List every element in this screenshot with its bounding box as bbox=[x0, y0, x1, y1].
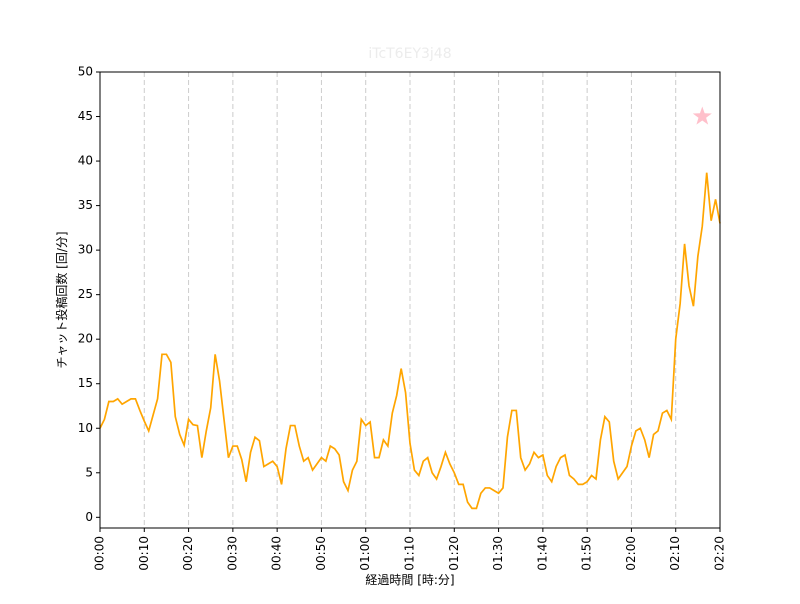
y-tick-label: 10 bbox=[78, 421, 93, 435]
y-tick-label: 40 bbox=[78, 154, 93, 168]
y-tick-label: 30 bbox=[78, 243, 93, 257]
y-tick-label: 15 bbox=[78, 376, 93, 390]
y-tick-label: 35 bbox=[78, 198, 93, 212]
x-tick-label: 00:10 bbox=[137, 536, 151, 571]
y-tick-label: 50 bbox=[78, 65, 93, 79]
x-tick-label: 01:30 bbox=[491, 536, 505, 571]
plot-frame bbox=[99, 71, 721, 529]
y-tick-label: 5 bbox=[85, 465, 93, 479]
chart-title: iTcT6EY3j48 bbox=[368, 46, 451, 62]
x-axis-label: 経過時間 [時:分] bbox=[365, 573, 454, 587]
x-tick-label: 02:00 bbox=[624, 536, 638, 571]
x-tick-label: 02:10 bbox=[668, 536, 682, 571]
y-tick-label: 0 bbox=[85, 510, 93, 524]
x-tick-label: 00:30 bbox=[225, 536, 239, 571]
x-tick-label: 01:00 bbox=[358, 536, 372, 571]
x-tick-label: 01:50 bbox=[580, 536, 594, 571]
x-tick-label: 02:20 bbox=[713, 536, 727, 571]
x-tick-label: 00:40 bbox=[270, 536, 284, 571]
highlight-star bbox=[692, 106, 712, 125]
y-tick-label: 20 bbox=[78, 332, 93, 346]
y-tick-label: 45 bbox=[78, 109, 93, 123]
x-tick-label: 00:00 bbox=[93, 536, 107, 571]
x-tick-label: 01:20 bbox=[447, 536, 461, 571]
x-tick-label: 01:10 bbox=[403, 536, 417, 571]
x-tick-label: 01:40 bbox=[535, 536, 549, 571]
x-tick-label: 00:50 bbox=[314, 536, 328, 571]
y-tick-label: 25 bbox=[78, 287, 93, 301]
x-tick-label: 00:20 bbox=[181, 536, 195, 571]
y-axis-label: チャット投稿回数 [回/分] bbox=[54, 231, 69, 368]
line bbox=[99, 172, 721, 510]
